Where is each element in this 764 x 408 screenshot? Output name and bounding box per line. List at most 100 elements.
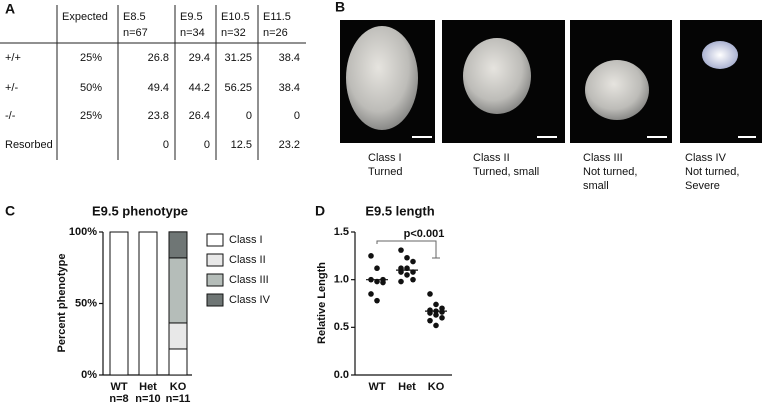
data-point bbox=[427, 317, 433, 324]
image-caption: Turned, small bbox=[473, 166, 539, 178]
data-point bbox=[368, 253, 374, 259]
table-cell: 56.25 bbox=[224, 82, 252, 94]
table-cell: 12.5 bbox=[231, 139, 252, 151]
table-cell: 26.8 bbox=[148, 52, 169, 64]
table-cell: 23.8 bbox=[148, 110, 169, 122]
data-point bbox=[398, 278, 404, 285]
chart-title: E9.5 phenotype bbox=[92, 203, 188, 218]
table-cell: 0 bbox=[294, 110, 300, 122]
bar-segment bbox=[138, 231, 158, 376]
data-point bbox=[404, 272, 410, 278]
panel-label: B bbox=[335, 0, 345, 15]
table-cell: 38.4 bbox=[279, 82, 300, 94]
table-cell: 44.2 bbox=[189, 82, 210, 94]
x-tick-label: Het bbox=[398, 381, 416, 393]
y-tick-label: 50% bbox=[75, 297, 97, 309]
x-tick-label: Het bbox=[139, 381, 157, 393]
y-tick-label: 0.5 bbox=[334, 321, 349, 333]
column-header: E8.5 bbox=[123, 11, 146, 23]
column-header: E9.5 bbox=[180, 11, 203, 23]
bar-segment bbox=[168, 348, 188, 376]
data-point bbox=[398, 247, 404, 253]
y-tick-label: 1.5 bbox=[334, 226, 349, 238]
table-cell: 0 bbox=[204, 139, 210, 151]
data-point bbox=[439, 315, 445, 321]
data-point bbox=[433, 312, 439, 318]
column-n: n=32 bbox=[221, 27, 246, 39]
data-point bbox=[439, 309, 445, 315]
significance-label: p<0.001 bbox=[404, 228, 445, 240]
legend-label: Class I bbox=[229, 234, 263, 246]
data-point bbox=[427, 291, 433, 297]
legend-swatch bbox=[206, 273, 224, 287]
y-tick-label: 0% bbox=[81, 369, 97, 381]
data-point bbox=[410, 258, 416, 265]
column-n: n=34 bbox=[180, 27, 205, 39]
y-tick-label: 100% bbox=[69, 226, 97, 238]
column-header: E11.5 bbox=[263, 11, 291, 23]
bar-segment bbox=[168, 257, 188, 324]
image-frame bbox=[680, 20, 762, 143]
x-tick-label: KO bbox=[428, 381, 445, 393]
data-point bbox=[374, 265, 380, 272]
row-label: +/- bbox=[5, 82, 18, 94]
column-n: n=26 bbox=[263, 27, 288, 39]
data-point bbox=[380, 279, 386, 286]
table-cell: 25% bbox=[80, 110, 102, 122]
image-caption: Class II bbox=[473, 152, 510, 164]
x-tick-label: WT bbox=[368, 381, 385, 393]
column-n: n=67 bbox=[123, 27, 148, 39]
image-caption: Class I bbox=[368, 152, 402, 164]
y-tick-label: 1.0 bbox=[334, 274, 349, 286]
legend-swatch bbox=[206, 233, 224, 247]
data-point bbox=[433, 322, 439, 329]
bar-segment bbox=[168, 231, 188, 259]
image-caption: small bbox=[583, 180, 609, 192]
panel-label: C bbox=[5, 203, 15, 219]
image-caption: Severe bbox=[685, 180, 720, 192]
table-cell: 38.4 bbox=[279, 52, 300, 64]
table-cell: 31.25 bbox=[224, 52, 252, 64]
x-tick-note: n=8 bbox=[109, 393, 128, 405]
data-point bbox=[433, 301, 439, 308]
legend-swatch bbox=[206, 253, 224, 267]
table-cell: 49.4 bbox=[148, 82, 169, 94]
row-label: -/- bbox=[5, 110, 16, 122]
legend-label: Class III bbox=[229, 274, 269, 286]
row-label: Resorbed bbox=[5, 139, 53, 151]
embryo-images bbox=[340, 20, 762, 143]
image-caption: Class IV bbox=[685, 152, 727, 164]
chart-title: E9.5 length bbox=[365, 203, 434, 218]
image-caption: Turned bbox=[368, 166, 402, 178]
legend-swatch bbox=[206, 293, 224, 307]
data-point bbox=[404, 254, 410, 261]
row-label: +/+ bbox=[5, 52, 21, 64]
x-tick-note: n=11 bbox=[166, 393, 191, 405]
data-point bbox=[368, 291, 374, 297]
table-cell: 50% bbox=[80, 82, 102, 94]
table-cell: 0 bbox=[163, 139, 169, 151]
table-cell: 0 bbox=[246, 110, 252, 122]
table-cell: 25% bbox=[80, 52, 102, 64]
y-axis-label: Relative Length bbox=[316, 262, 328, 344]
embryo bbox=[585, 60, 649, 120]
significance-bracket bbox=[376, 240, 440, 259]
x-tick-label: KO bbox=[170, 381, 187, 393]
embryo bbox=[702, 41, 738, 69]
image-caption: Not turned, bbox=[583, 166, 637, 178]
embryo bbox=[346, 26, 418, 130]
embryo bbox=[463, 38, 531, 114]
image-caption: Not turned, bbox=[685, 166, 739, 178]
y-tick-label: 0.0 bbox=[334, 369, 349, 381]
table-cell: 29.4 bbox=[189, 52, 210, 64]
column-header: E10.5 bbox=[221, 11, 250, 23]
data-point bbox=[374, 297, 380, 304]
table-cell: 23.2 bbox=[279, 139, 300, 151]
table-cell: 26.4 bbox=[189, 110, 210, 122]
image-caption: Class III bbox=[583, 152, 623, 164]
y-axis-label: Percent phenotype bbox=[56, 253, 68, 352]
bar-segment bbox=[109, 231, 129, 376]
bar-segment bbox=[168, 322, 188, 350]
legend-label: Class IV bbox=[229, 294, 271, 306]
